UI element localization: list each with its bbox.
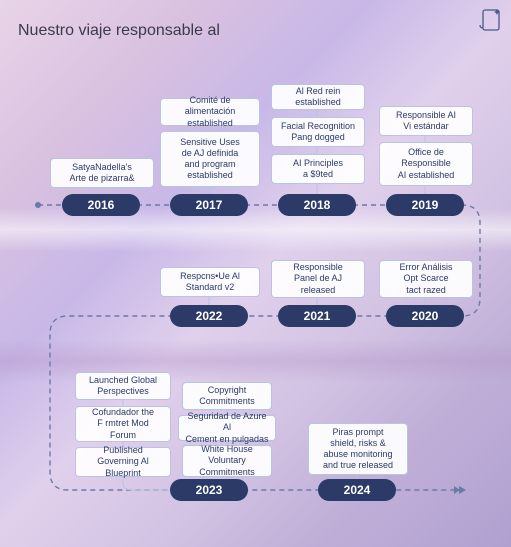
card-text: Facial RecognitionPang dogged [281,121,355,144]
year-label: 2023 [196,483,223,497]
timeline-card: Seguridad de Azure AlCement en pulgadas [178,415,276,441]
year-pill-2016: 2016 [62,194,140,216]
timeline-card: Respcns•Ue AlStandard v2 [160,267,260,297]
year-label: 2024 [344,483,371,497]
card-text: ResponsiblePanel de AJreleased [293,262,343,296]
timeline-card: Facial RecognitionPang dogged [271,117,365,147]
scroll-sparkle-icon [477,6,505,34]
year-label: 2021 [304,309,331,323]
timeline-card: Cofundador theF rmtret ModForum [75,406,171,442]
timeline-card: Comité de alimentaciónestablished [160,98,260,126]
timeline-card: ResponsiblePanel de AJreleased [271,260,365,298]
card-text: PublishedGoverning AlBlueprint [97,445,149,479]
timeline-card: Error AnálisisOpt Scarcetact razed [379,260,473,298]
card-text: Error AnálisisOpt Scarcetact razed [399,262,452,296]
card-text: Al Red reinestablished [295,86,341,109]
timeline-card: Office deResponsibleAI established [379,142,473,186]
timeline-card: Al Red reinestablished [271,84,365,110]
year-pill-2021: 2021 [278,305,356,327]
card-text: SatyaNadella'sArte de pizarra& [69,162,134,185]
card-text: Respcns•Ue AlStandard v2 [180,271,240,294]
card-text: CopyrightCommitments [199,385,255,408]
card-text: Piras promptshield, risks &abuse monitor… [323,427,393,472]
card-text: Seguridad de Azure AlCement en pulgadas [184,411,270,445]
card-text: Comité de alimentaciónestablished [166,95,254,129]
year-label: 2022 [196,309,223,323]
year-label: 2019 [412,198,439,212]
year-pill-2020: 2020 [386,305,464,327]
year-label: 2016 [88,198,115,212]
card-text: Office deResponsibleAI established [398,147,455,181]
year-label: 2020 [412,309,439,323]
timeline-card: Sensitive Usesde AJ definidaand programe… [160,131,260,187]
timeline-card: White HouseVoluntaryCommitments [182,445,272,477]
card-text: Sensitive Usesde AJ definidaand programe… [180,137,240,182]
timeline-card: SatyaNadella'sArte de pizarra& [50,158,154,188]
year-pill-2022: 2022 [170,305,248,327]
card-text: Responsible AIVi estándar [396,110,456,133]
year-label: 2017 [196,198,223,212]
timeline-card: Launched GlobalPerspectives [75,372,171,400]
timeline-card: Piras promptshield, risks &abuse monitor… [308,423,408,475]
card-text: Launched GlobalPerspectives [89,375,157,398]
year-label: 2018 [304,198,331,212]
timeline-card: PublishedGoverning AlBlueprint [75,447,171,477]
year-pill-2018: 2018 [278,194,356,216]
year-pill-2017: 2017 [170,194,248,216]
card-text: Cofundador theF rmtret ModForum [92,407,154,441]
timeline-card: AI Principlesa $9ted [271,154,365,184]
timeline-card: Responsible AIVi estándar [379,106,473,136]
page-title: Nuestro viaje responsable al [18,22,220,40]
year-pill-2023: 2023 [170,479,248,501]
timeline-card: CopyrightCommitments [182,382,272,410]
card-text: AI Principlesa $9ted [293,158,343,181]
year-pill-2024: 2024 [318,479,396,501]
year-pill-2019: 2019 [386,194,464,216]
card-text: White HouseVoluntaryCommitments [199,444,255,478]
